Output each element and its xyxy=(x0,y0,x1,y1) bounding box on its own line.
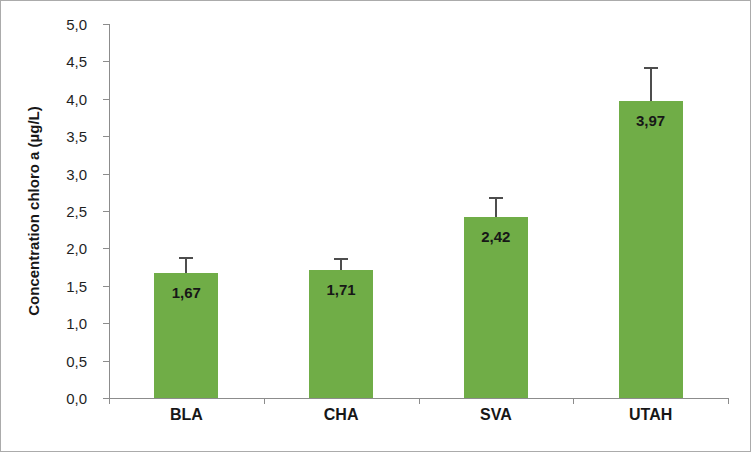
x-axis-tick xyxy=(419,398,420,404)
x-category-label-sva: SVA xyxy=(436,406,556,424)
error-bar-line xyxy=(495,198,497,217)
y-axis-tick-label: 1,0 xyxy=(27,316,87,331)
y-axis-tick-label: 3,0 xyxy=(27,166,87,181)
y-axis-tick-label: 2,0 xyxy=(27,241,87,256)
error-bar-cap xyxy=(334,258,348,260)
y-axis-tick xyxy=(103,24,109,25)
bar-value-label: 3,97 xyxy=(619,112,683,129)
x-category-label-utah: UTAH xyxy=(591,406,711,424)
x-axis-tick xyxy=(109,398,110,404)
bar-value-label: 2,42 xyxy=(464,228,528,245)
y-axis-tick xyxy=(103,361,109,362)
error-bar-cap xyxy=(489,197,503,199)
error-bar-line xyxy=(650,68,652,101)
bar-value-label: 1,67 xyxy=(154,284,218,301)
y-axis-tick-label: 0,5 xyxy=(27,353,87,368)
x-category-label-bla: BLA xyxy=(126,406,246,424)
y-axis-line xyxy=(109,24,110,402)
y-axis-tick-label: 4,0 xyxy=(27,91,87,106)
y-axis-tick xyxy=(103,174,109,175)
y-axis-tick xyxy=(103,323,109,324)
y-axis-tick xyxy=(103,61,109,62)
y-axis-tick-label: 5,0 xyxy=(27,17,87,32)
y-axis-tick-label: 4,5 xyxy=(27,54,87,69)
y-axis-tick-label: 1,5 xyxy=(27,278,87,293)
y-axis-tick-label: 2,5 xyxy=(27,204,87,219)
y-axis-tick xyxy=(103,211,109,212)
x-axis-tick xyxy=(573,398,574,404)
y-axis-tick xyxy=(103,286,109,287)
bar-chart: Concentration chloro a (µg/L) 0,00,51,01… xyxy=(0,0,751,452)
y-axis-tick-label: 3,5 xyxy=(27,129,87,144)
bar-value-label: 1,71 xyxy=(309,281,373,298)
x-axis-line xyxy=(105,398,728,399)
y-axis-tick xyxy=(103,99,109,100)
error-bar-cap xyxy=(179,257,193,259)
x-axis-tick xyxy=(728,398,729,404)
error-bar-line xyxy=(185,258,187,273)
bar-utah xyxy=(619,101,683,398)
x-category-label-cha: CHA xyxy=(281,406,401,424)
y-axis-tick-label: 0,0 xyxy=(27,391,87,406)
y-axis-tick xyxy=(103,136,109,137)
y-axis-tick xyxy=(103,248,109,249)
x-axis-tick xyxy=(264,398,265,404)
error-bar-line xyxy=(340,259,342,270)
error-bar-cap xyxy=(644,67,658,69)
